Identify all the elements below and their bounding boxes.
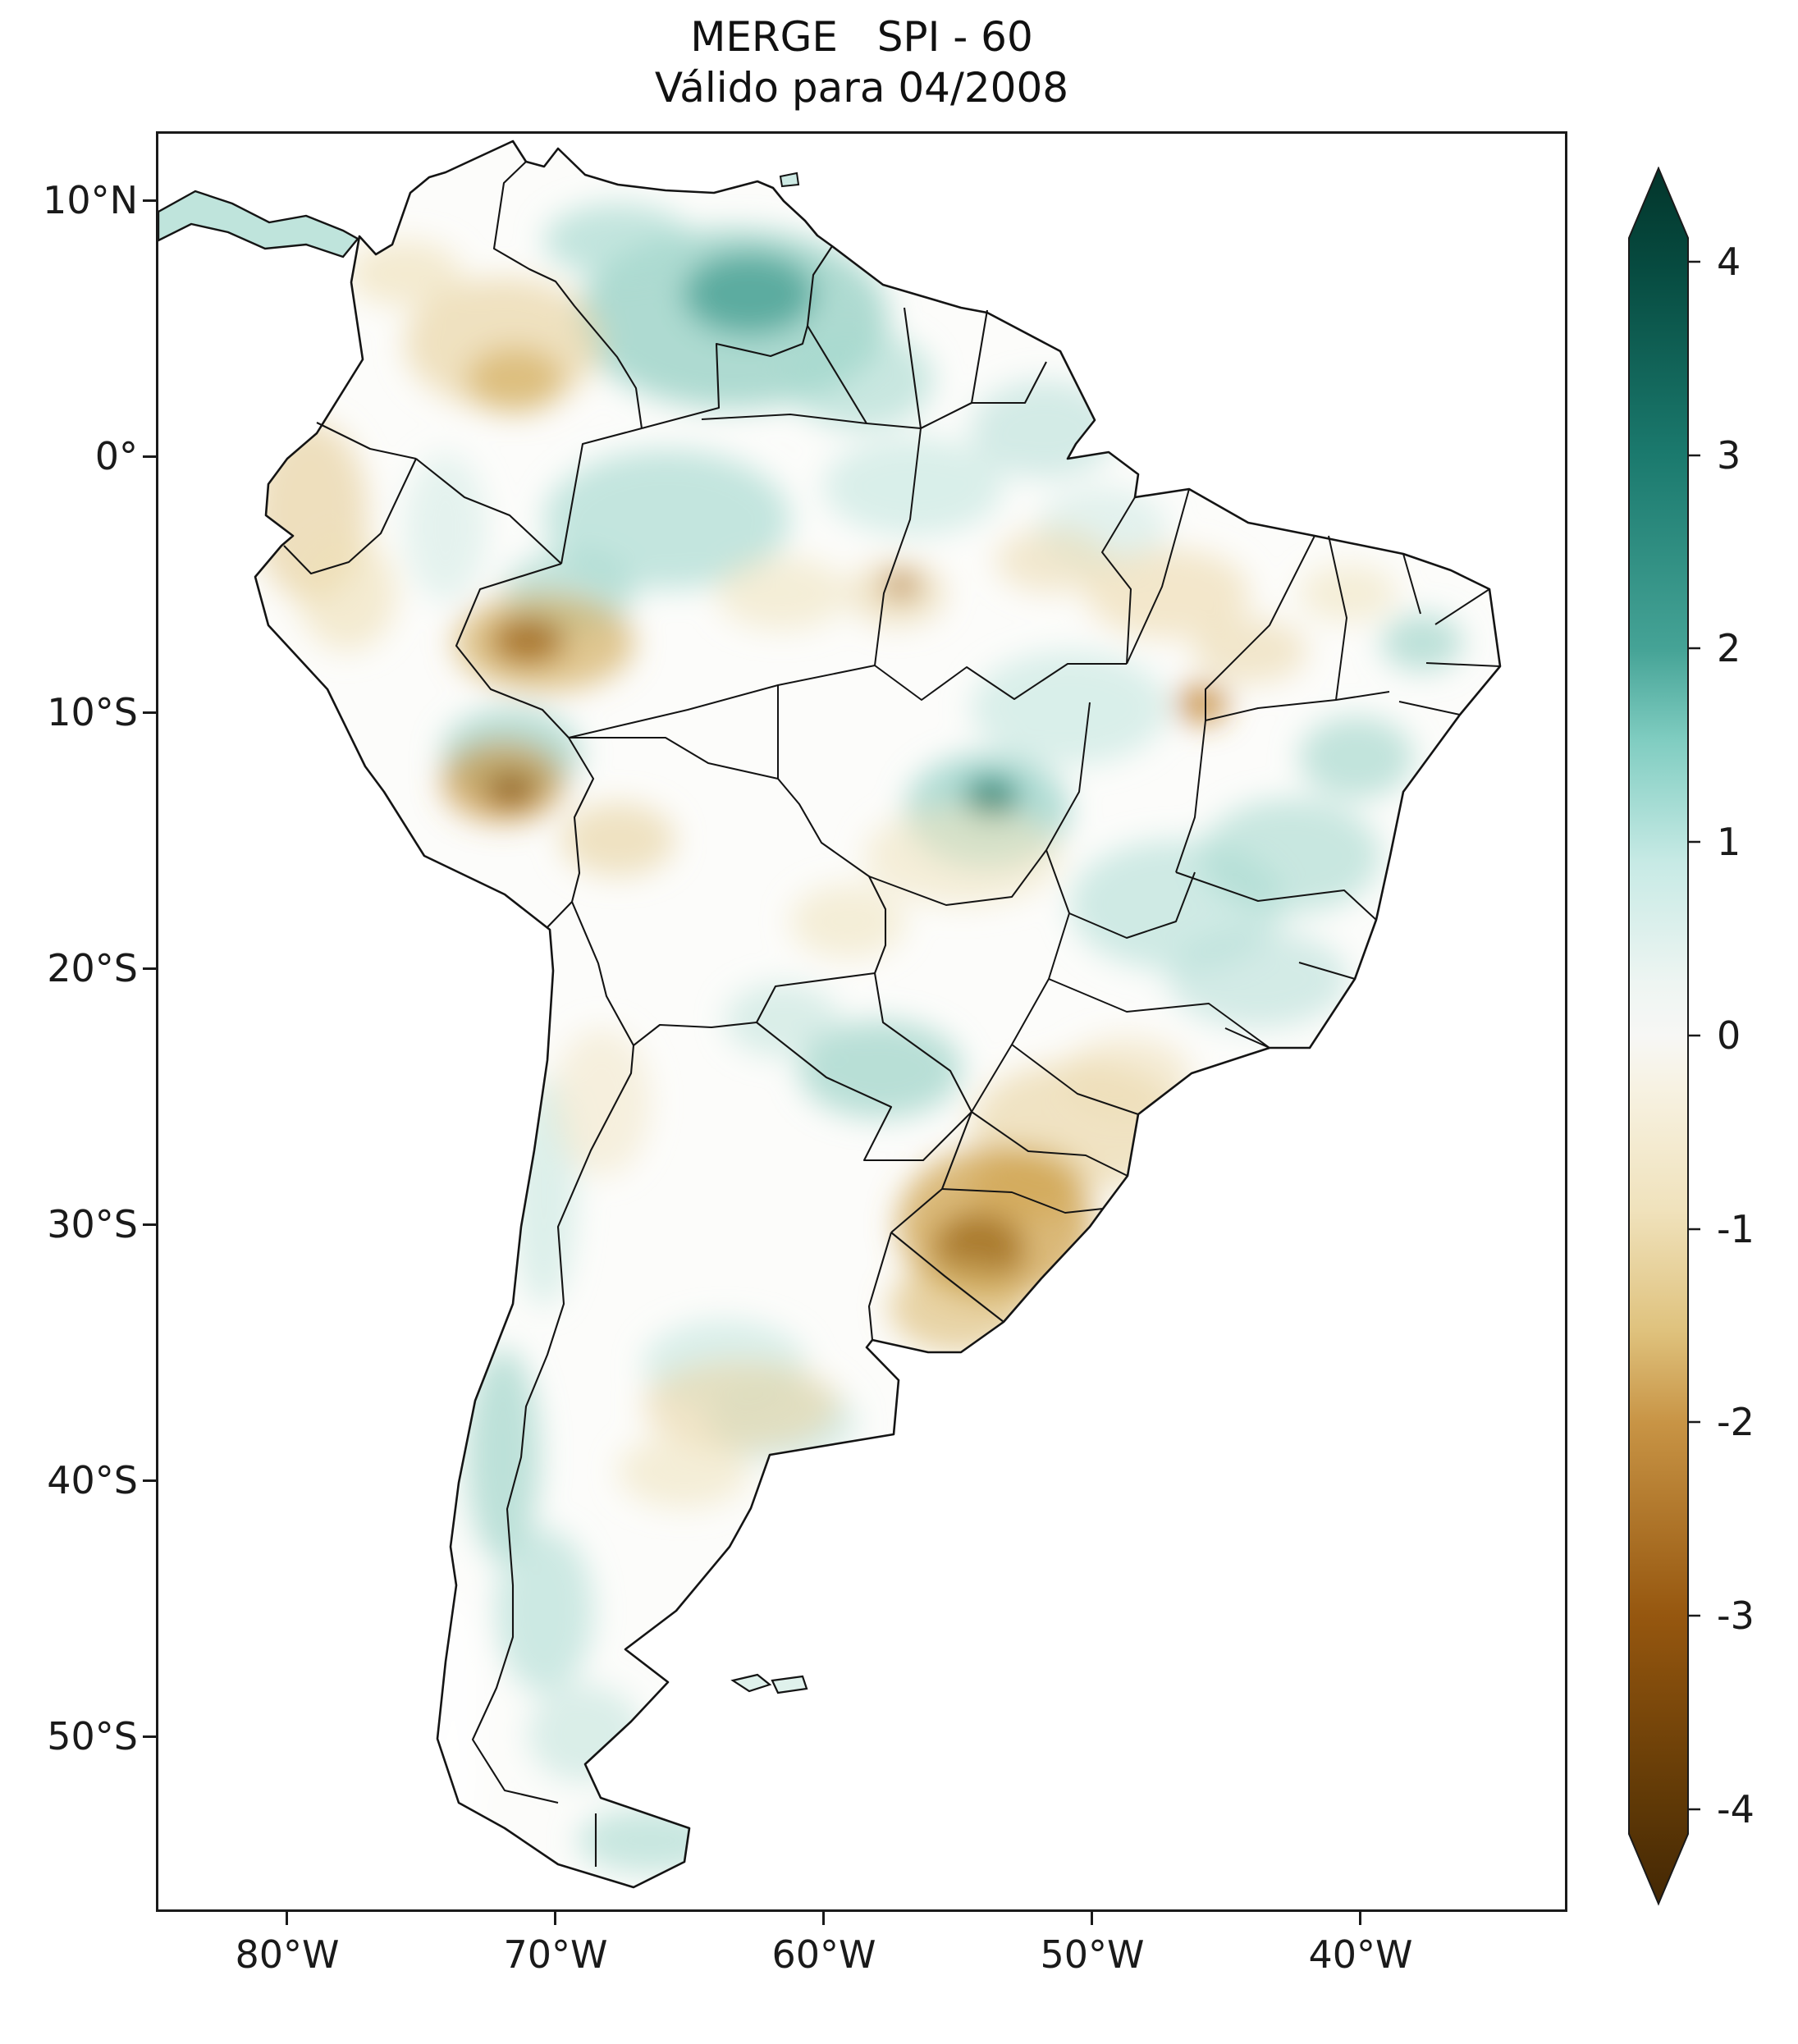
x-tick-label-70w: 70°W (503, 1932, 608, 1977)
y-tick-label-50s: 50°S (47, 1714, 138, 1758)
colorbar-label-2: 2 (1717, 626, 1741, 670)
y-axis-tick (143, 455, 156, 458)
page-subtitle: Válido para 04/2008 (654, 64, 1069, 112)
page-title: MERGE SPI - 60 (690, 13, 1033, 61)
y-tick-label-20s: 20°S (47, 946, 138, 990)
map-axes-frame: INPE (156, 131, 1567, 1912)
trinidad-island (779, 171, 800, 188)
y-axis-tick (143, 1223, 156, 1226)
y-axis-tick (143, 711, 156, 714)
x-axis-tick (1359, 1912, 1361, 1925)
y-tick-label-10n: 10°N (43, 178, 138, 222)
x-axis-tick (554, 1912, 556, 1925)
x-axis-tick (822, 1912, 825, 1925)
colorbar (1628, 167, 1700, 1906)
y-tick-label-0: 0° (94, 434, 138, 478)
political-boundaries (283, 161, 1047, 1867)
y-tick-label-40s: 40°S (47, 1458, 138, 1502)
x-tick-label-60w: 60°W (771, 1932, 876, 1977)
y-axis-tick (143, 1735, 156, 1738)
colorbar-ticks (1688, 260, 1700, 1811)
x-tick-label-80w: 80°W (235, 1932, 340, 1977)
y-axis-tick (143, 199, 156, 202)
x-axis-tick (286, 1912, 288, 1925)
south-america-map (158, 139, 1502, 1889)
falkland-islands (730, 1673, 808, 1694)
colorbar-label-1: 1 (1717, 820, 1741, 864)
colorbar-label-4: 4 (1717, 240, 1741, 284)
colorbar-label-3: 3 (1717, 433, 1741, 478)
title-block: MERGE SPI - 60 Válido para 04/2008 (156, 11, 1567, 113)
coastline-border (254, 139, 1502, 1889)
y-tick-label-30s: 30°S (47, 1202, 138, 1246)
state-boundaries (568, 414, 1501, 1214)
colorbar-gradient-bar (1628, 167, 1689, 1906)
y-axis-tick (143, 1479, 156, 1482)
y-tick-label-10s: 10°S (47, 690, 138, 734)
colorbar-label-m1: -1 (1717, 1207, 1755, 1251)
colorbar-label-m3: -3 (1717, 1594, 1755, 1638)
colorbar-label-m4: -4 (1717, 1787, 1755, 1831)
colorbar-label-m2: -2 (1717, 1400, 1755, 1444)
y-axis-tick (143, 967, 156, 970)
colorbar-label-0: 0 (1717, 1013, 1741, 1058)
spi-anomaly-field (255, 203, 1463, 1873)
panama-landmass (158, 190, 359, 258)
x-tick-label-50w: 50°W (1040, 1932, 1145, 1977)
x-axis-tick (1091, 1912, 1093, 1925)
x-tick-label-40w: 40°W (1308, 1932, 1413, 1977)
